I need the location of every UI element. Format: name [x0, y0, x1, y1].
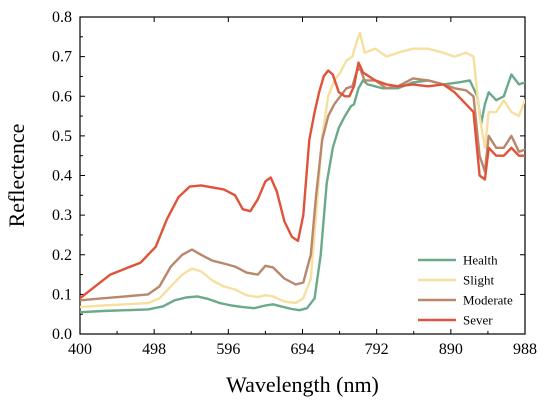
axes-layer: 400 498 596 694 792 890 988 0.0 0.1 0.2 0.3 0.4 0.5 0… — [52, 9, 537, 358]
legend-label-moderate: Moderate — [463, 293, 513, 308]
x-tick-label: 694 — [291, 341, 315, 358]
series-line-sever — [80, 61, 525, 300]
y-tick-label: 0.2 — [52, 247, 72, 264]
x-tick-label: 988 — [513, 341, 537, 358]
plot-frame — [79, 16, 526, 335]
y-tick-label: 0.4 — [52, 168, 72, 185]
x-tick-label: 792 — [365, 341, 389, 358]
y-tick-label: 0.1 — [52, 286, 72, 303]
y-tick-label: 0.8 — [52, 9, 72, 26]
y-tick-label: 0.5 — [52, 128, 72, 145]
y-tick-label: 0.3 — [52, 207, 72, 224]
x-axis-title: Wavelength (nm) — [226, 372, 379, 397]
y-tick-label: 0.0 — [52, 326, 72, 343]
legend: Health Slight Moderate Sever — [418, 253, 513, 328]
y-tick-label: 0.7 — [52, 49, 72, 66]
legend-label-slight: Slight — [463, 273, 494, 288]
series-line-slight — [80, 31, 525, 309]
x-tick-label: 596 — [216, 341, 240, 358]
legend-label-sever: Sever — [463, 313, 493, 328]
series-line-health — [80, 73, 525, 314]
y-tick-label: 0.6 — [52, 88, 72, 105]
y-axis-title: Reflectence — [4, 124, 29, 228]
x-tick-label: 498 — [142, 341, 166, 358]
legend-label-health: Health — [463, 253, 498, 268]
x-tick-label: 890 — [439, 341, 463, 358]
x-tick-label: 400 — [68, 341, 92, 358]
series-line-moderate — [80, 67, 525, 302]
series-layer — [80, 31, 525, 314]
